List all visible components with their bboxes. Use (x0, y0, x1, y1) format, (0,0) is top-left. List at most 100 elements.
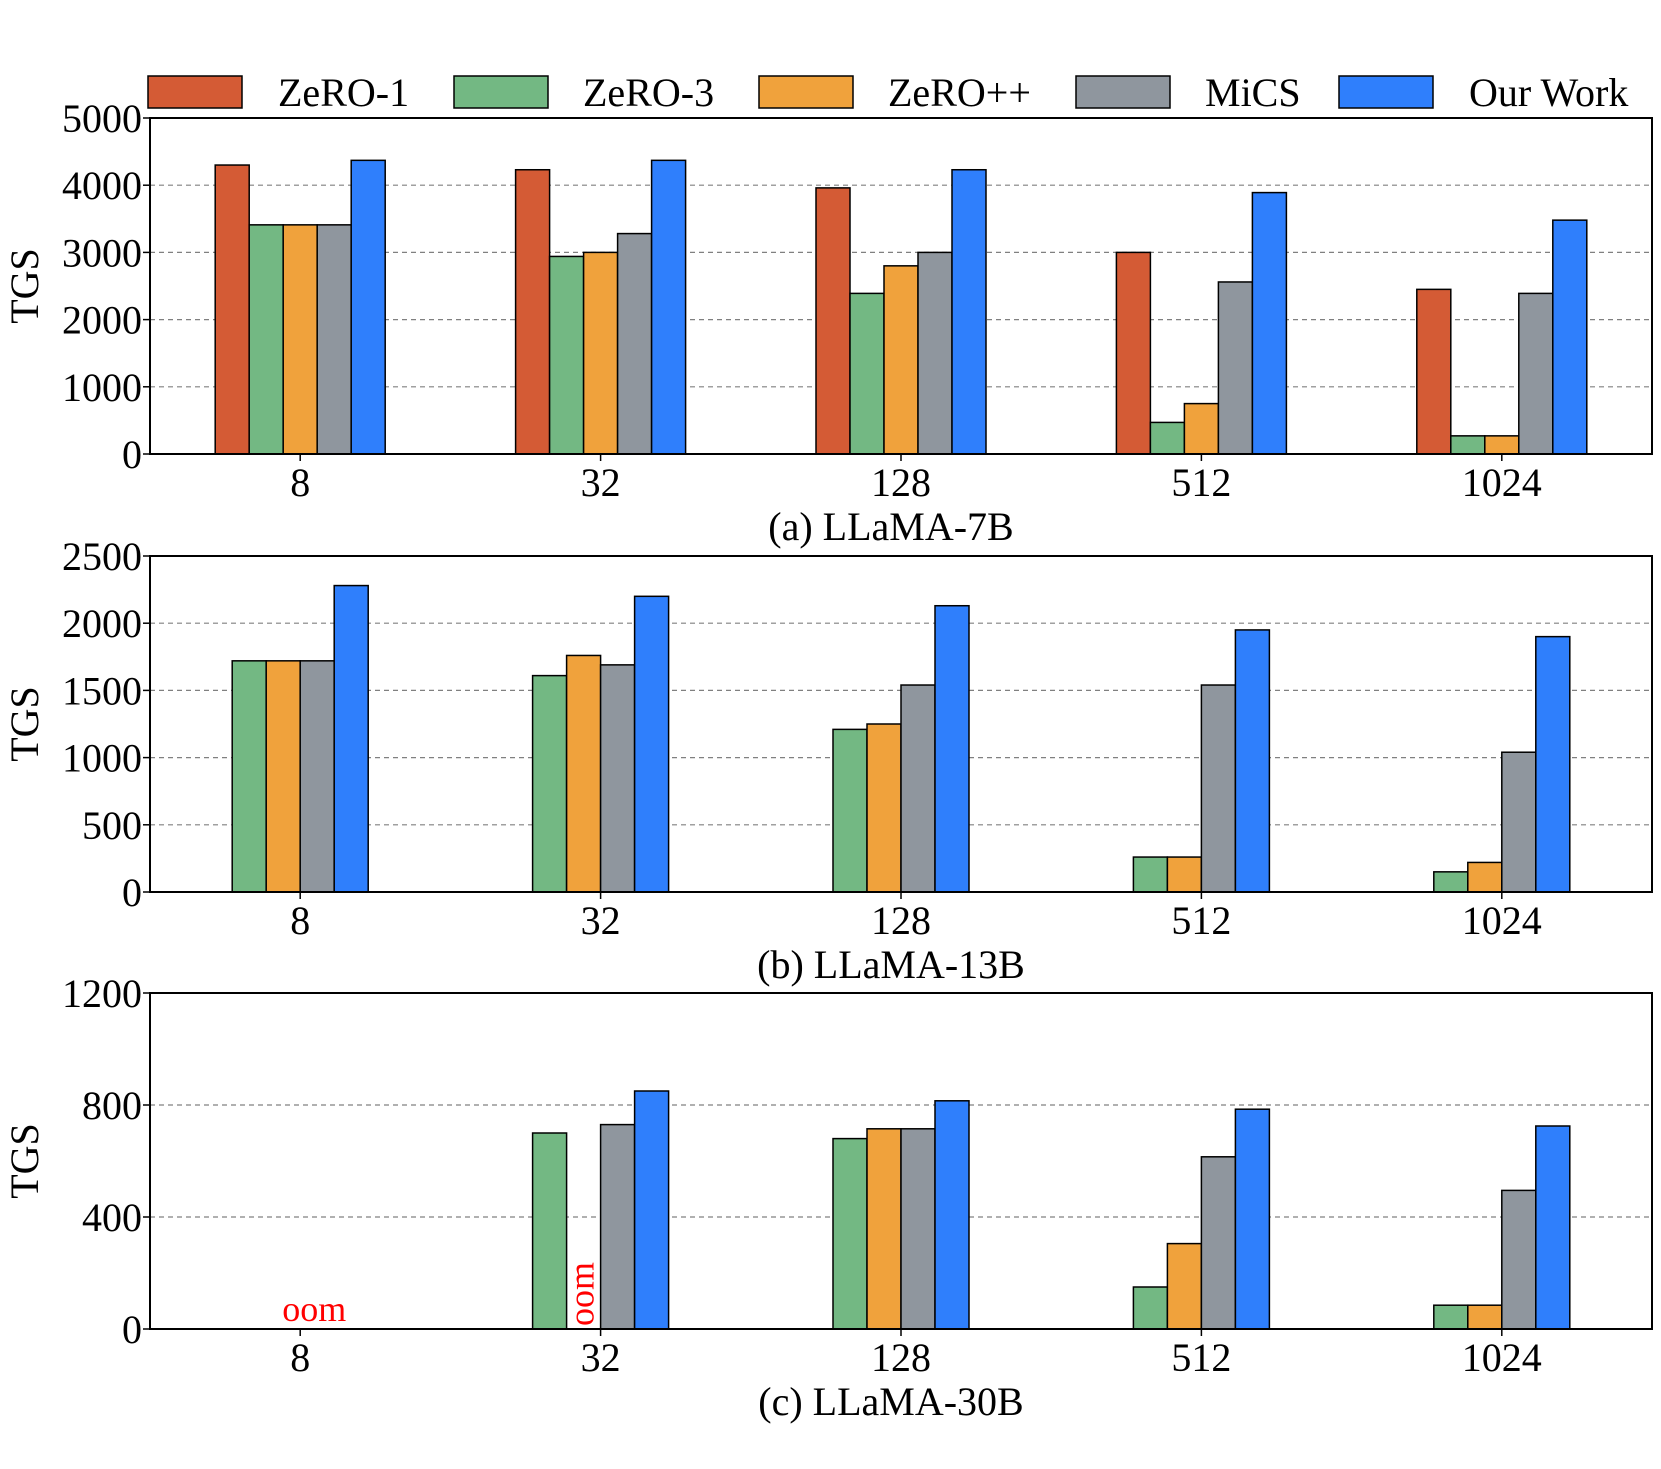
bar-mics-128 (900, 684, 936, 893)
x-tick-label: 128 (871, 898, 931, 943)
panel-title: (a) LLaMA-7B (768, 504, 1013, 549)
bar-our-work-512 (1234, 1108, 1271, 1330)
x-tick-label: 512 (1171, 898, 1231, 943)
legend-label-our-work: Our Work (1469, 70, 1628, 115)
bar-our-work-512 (1234, 629, 1271, 893)
bar-our-work-512 (1251, 191, 1288, 455)
bar-zero-3-1024 (1450, 435, 1486, 455)
bar-zero-3-128 (849, 292, 885, 455)
bar-our-work-1024 (1552, 219, 1588, 455)
bar-zero-1024 (1467, 1304, 1503, 1330)
bar-mics-32 (599, 664, 636, 893)
x-tick-label: 8 (290, 1335, 310, 1380)
bar-mics-128 (917, 251, 953, 455)
bar-zero-1-128 (815, 187, 851, 455)
bar-zero-1-8 (214, 164, 250, 455)
legend-swatch-zero (758, 75, 854, 109)
bar-our-work-1024 (1535, 635, 1571, 893)
legend-swatch-zero-1 (147, 75, 243, 109)
bar-zero-512 (1183, 402, 1220, 455)
x-tick-label: 32 (581, 460, 621, 505)
bar-zero-3-1024 (1433, 1304, 1469, 1330)
bar-our-work-8 (333, 584, 369, 893)
x-tick-label: 32 (581, 898, 621, 943)
panel-llama-7b: 0 1000 2000 3000 4000 5000 8 32 128 512 1024 TGS (a)… (2, 96, 1653, 549)
bar-zero-128 (866, 723, 902, 893)
legend-swatch-zero-3 (453, 75, 549, 109)
legend-label-mics: MiCS (1205, 70, 1301, 115)
bar-zero-128 (883, 265, 919, 455)
bar-zero-3-8 (231, 660, 267, 893)
y-tick-label: 0 (122, 432, 142, 477)
bar-zero-1024 (1467, 861, 1503, 893)
y-tick-label: 400 (82, 1195, 142, 1240)
x-tick-label: 1024 (1462, 460, 1542, 505)
bar-zero-3-32 (548, 255, 585, 455)
bar-mics-8 (316, 224, 352, 455)
bar-zero-3-32 (531, 1132, 568, 1330)
panel-llama-30b: 0 400 800 1200 8 32 128 512 1024 TGS (c) LLaMA-30B… (2, 971, 1653, 1424)
x-tick-label: 32 (581, 1335, 621, 1380)
bar-zero-32 (582, 251, 619, 455)
bar-zero-512 (1166, 1242, 1203, 1330)
bar-mics-512 (1217, 281, 1254, 455)
legend-label-zero: ZeRO++ (888, 70, 1031, 115)
x-tick-label: 128 (871, 1335, 931, 1380)
bar-mics-1024 (1518, 292, 1554, 455)
bar-our-work-32 (650, 159, 687, 455)
bar-zero-3-8 (248, 224, 284, 455)
x-tick-label: 1024 (1462, 1335, 1542, 1380)
bar-zero-8 (265, 660, 301, 893)
legend-label-zero-1: ZeRO-1 (278, 70, 409, 115)
x-tick-label: 8 (290, 898, 310, 943)
y-axis-title: TGS (2, 686, 47, 762)
oom-annotation: oom (282, 1289, 346, 1329)
bar-our-work-8 (350, 159, 386, 455)
y-tick-label: 1200 (62, 971, 142, 1016)
bar-zero-128 (866, 1128, 902, 1330)
bar-zero-3-512 (1149, 421, 1186, 455)
y-tick-label: 2000 (62, 298, 142, 343)
bar-zero-8 (282, 224, 318, 455)
bar-zero-32 (565, 654, 602, 893)
bar-zero-1024 (1484, 435, 1520, 455)
bar-mics-8 (299, 660, 335, 893)
bar-mics-32 (599, 1123, 636, 1330)
x-tick-label: 512 (1171, 460, 1231, 505)
y-tick-label: 2500 (62, 534, 142, 579)
x-tick-label: 512 (1171, 1335, 1231, 1380)
y-axis-title: TGS (2, 1123, 47, 1199)
bar-zero-1-1024 (1416, 288, 1452, 455)
panel-title: (c) LLaMA-30B (758, 1379, 1023, 1424)
x-tick-label: 1024 (1462, 898, 1542, 943)
legend: ZeRO-1 ZeRO-3 ZeRO++ MiCS Our Work (147, 70, 1628, 115)
y-tick-label: 1000 (62, 365, 142, 410)
bar-zero-3-32 (531, 674, 568, 893)
legend-swatch-our-work (1338, 75, 1434, 109)
oom-annotation: oom (562, 1262, 602, 1326)
bar-zero-3-512 (1132, 1286, 1169, 1330)
y-axis-title: TGS (2, 248, 47, 324)
y-tick-label: 0 (122, 1307, 142, 1352)
bar-zero-3-128 (832, 1137, 868, 1330)
legend-swatch-mics (1075, 75, 1171, 109)
bar-mics-1024 (1501, 751, 1537, 893)
y-tick-label: 800 (82, 1083, 142, 1128)
bar-zero-3-1024 (1433, 871, 1469, 893)
x-tick-label: 128 (871, 460, 931, 505)
y-tick-label: 5000 (62, 96, 142, 141)
bar-zero-3-512 (1132, 856, 1169, 893)
bar-our-work-128 (934, 604, 970, 893)
bar-mics-128 (900, 1128, 936, 1330)
bar-mics-512 (1200, 684, 1237, 893)
x-tick-label: 8 (290, 460, 310, 505)
panel-llama-13b: 0 500 1000 1500 2000 2500 8 32 128 512 1024 TGS (b) … (2, 534, 1653, 987)
y-tick-label: 3000 (62, 230, 142, 275)
y-tick-label: 2000 (62, 601, 142, 646)
bar-our-work-32 (633, 1090, 670, 1330)
y-tick-label: 1000 (62, 736, 142, 781)
bar-mics-512 (1200, 1156, 1237, 1330)
bar-zero-1-32 (514, 168, 551, 455)
bar-mics-32 (616, 232, 653, 455)
